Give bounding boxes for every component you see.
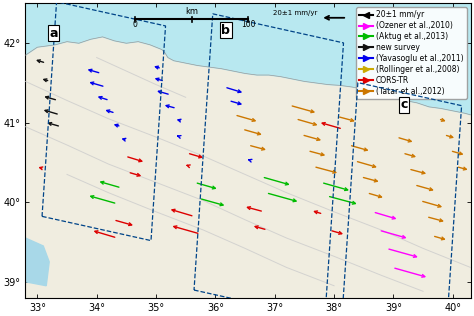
Text: 0: 0 bbox=[133, 20, 137, 29]
Text: c: c bbox=[401, 98, 408, 112]
Legend: 20±1 mm/yr, (Ozener et al.,2010), (Aktug et al.,2013), new survey, (Yavasoglu et: 20±1 mm/yr, (Ozener et al.,2010), (Aktug… bbox=[356, 7, 467, 99]
Text: 100: 100 bbox=[241, 20, 255, 29]
Text: b: b bbox=[221, 24, 230, 37]
Polygon shape bbox=[26, 238, 49, 286]
Text: 20±1 mm/yr: 20±1 mm/yr bbox=[273, 9, 318, 15]
Polygon shape bbox=[26, 3, 471, 115]
Text: a: a bbox=[49, 27, 58, 40]
Text: km: km bbox=[185, 7, 198, 16]
